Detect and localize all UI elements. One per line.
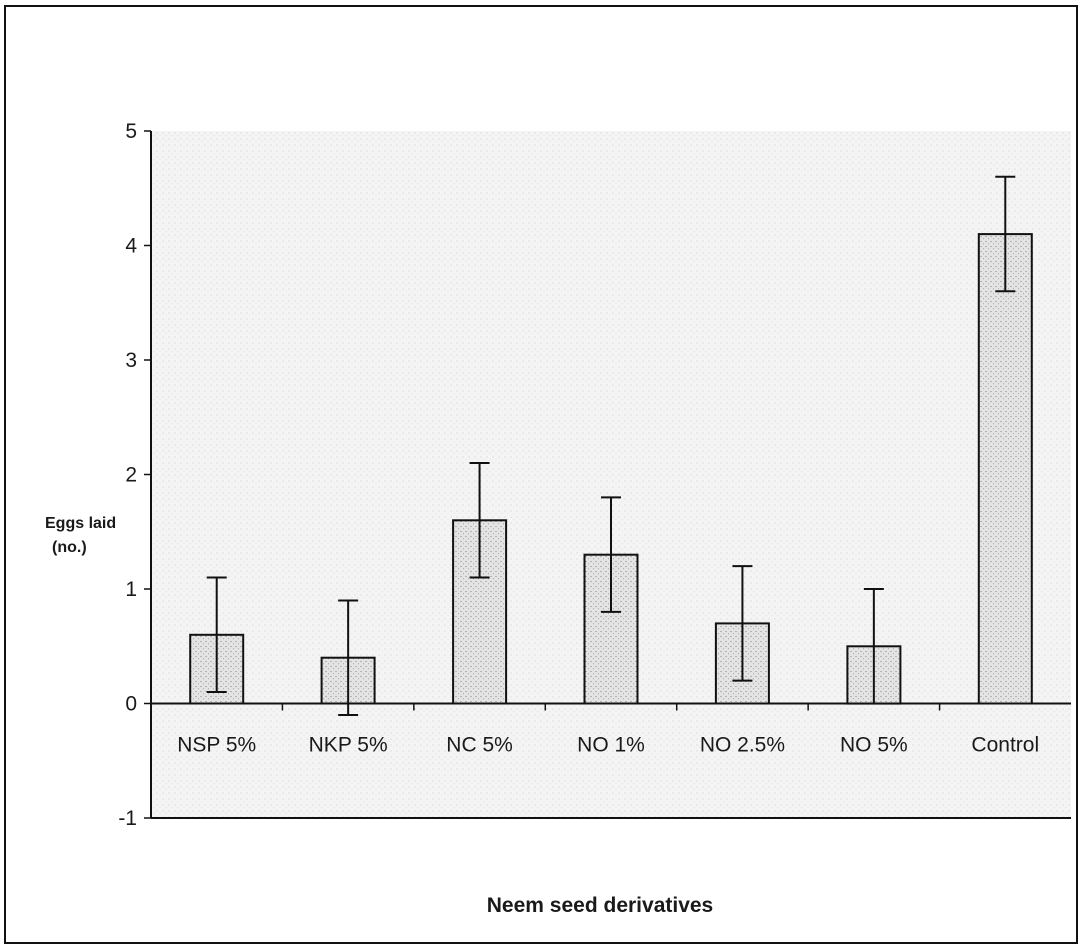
error-bar-no-1- <box>601 496 621 613</box>
x-category-label: Control <box>971 734 1039 757</box>
error-bar-nkp-5- <box>338 599 359 716</box>
x-category-label: NSP 5% <box>177 734 256 757</box>
y-axis-title-line2: (no.) <box>52 539 87 556</box>
bar-control <box>977 233 1033 705</box>
y-tick-label: 2 <box>125 464 137 487</box>
error-bar-control <box>995 175 1016 293</box>
y-tick-label: 1 <box>125 578 137 601</box>
y-axis-title-line1: Eggs laid <box>45 515 116 532</box>
y-tick-label: 4 <box>125 235 137 258</box>
y-tick-label: 3 <box>125 349 137 372</box>
x-category-label: NO 1% <box>577 734 645 757</box>
error-bar-nsp-5- <box>206 576 227 694</box>
error-bar-nc-5- <box>469 462 490 579</box>
error-bar-no-2-5- <box>732 565 753 682</box>
x-category-label: NKP 5% <box>309 734 388 757</box>
x-category-label: NO 5% <box>840 734 908 757</box>
y-tick-label: 0 <box>125 693 137 716</box>
y-tick-label: -1 <box>118 807 137 830</box>
x-axis-title: Neem seed derivatives <box>487 894 713 917</box>
bar-nc-5- <box>452 519 508 705</box>
y-tick-label: 5 <box>125 120 137 143</box>
x-category-label: NC 5% <box>446 734 513 757</box>
plot-area <box>151 131 1071 818</box>
x-category-label: NO 2.5% <box>700 734 785 757</box>
